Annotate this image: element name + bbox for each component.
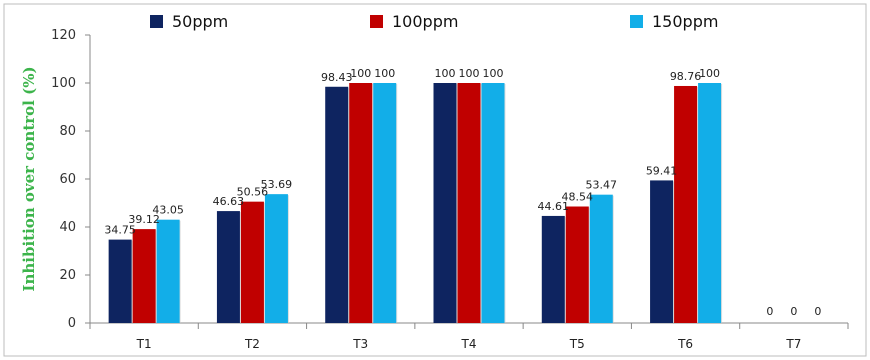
- bar: [674, 85, 698, 323]
- x-tick-label: T1: [136, 337, 152, 351]
- y-tick-label: 100: [51, 76, 76, 91]
- data-label: 44.61: [538, 200, 570, 213]
- data-label: 0: [766, 305, 773, 318]
- bar: [240, 201, 264, 323]
- data-label: 53.47: [586, 179, 618, 192]
- data-label: 39.12: [128, 213, 160, 226]
- bar: [650, 180, 674, 323]
- data-label: 100: [459, 67, 480, 80]
- data-label: 100: [699, 67, 720, 80]
- y-tick-label: 120: [51, 28, 76, 43]
- y-axis-label: Inhibition over control (%): [20, 66, 38, 291]
- data-label: 43.05: [152, 204, 184, 217]
- y-tick-label: 80: [59, 124, 76, 139]
- legend: 50ppm 100ppm 150ppm: [150, 12, 718, 31]
- bar: [349, 83, 373, 323]
- bar: [156, 219, 180, 323]
- y-tick-label: 40: [59, 220, 76, 235]
- bar: [132, 229, 156, 323]
- data-label: 46.63: [213, 195, 245, 208]
- x-tick-label: T4: [461, 337, 477, 351]
- bar: [433, 83, 457, 323]
- bar: [481, 83, 505, 323]
- bar: [325, 86, 349, 323]
- legend-swatch: [370, 15, 383, 28]
- bar: [541, 215, 565, 323]
- y-tick-label: 20: [59, 268, 76, 283]
- data-label: 100: [483, 67, 504, 80]
- legend-label: 100ppm: [392, 12, 458, 31]
- bar: [373, 83, 397, 323]
- legend-label: 150ppm: [652, 12, 718, 31]
- bar: [216, 211, 240, 323]
- bar: [698, 83, 722, 323]
- data-label: 50.56: [237, 186, 269, 199]
- data-label: 100: [374, 67, 395, 80]
- data-label: 53.69: [261, 178, 293, 191]
- bars: [108, 83, 723, 324]
- data-label: 100: [435, 67, 456, 80]
- y-tick-label: 60: [59, 172, 76, 187]
- bar: [457, 83, 481, 323]
- x-tick-label: T7: [785, 337, 801, 351]
- bar: [108, 239, 132, 323]
- x-tick-label: T2: [244, 337, 260, 351]
- legend-swatch: [150, 15, 163, 28]
- legend-swatch: [630, 15, 643, 28]
- data-label: 100: [350, 67, 371, 80]
- data-label: 0: [814, 305, 821, 318]
- data-label: 48.54: [562, 191, 594, 204]
- bar: [589, 194, 613, 323]
- y-tick-label: 0: [68, 316, 76, 331]
- data-label: 98.76: [670, 70, 702, 83]
- x-tick-label: T6: [677, 337, 693, 351]
- legend-label: 50ppm: [172, 12, 228, 31]
- bar: [565, 206, 589, 323]
- y-axis: 0 20 40 60 80 100 120: [51, 28, 91, 331]
- data-label: 34.75: [104, 224, 136, 237]
- x-tick-label: T3: [352, 337, 368, 351]
- data-label: 59.41: [646, 164, 678, 177]
- x-tick-label: T5: [569, 337, 585, 351]
- data-label: 0: [790, 305, 797, 318]
- data-label: 98.43: [321, 71, 353, 84]
- bar: [264, 194, 288, 323]
